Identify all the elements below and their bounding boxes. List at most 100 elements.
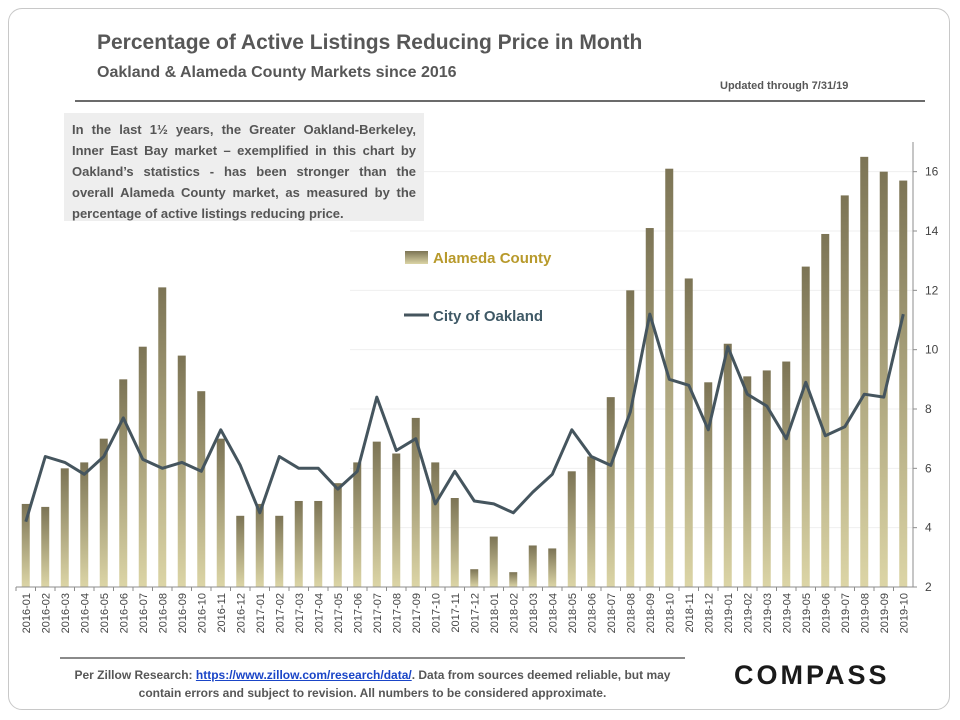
x-tick-label: 2016-11 bbox=[216, 593, 228, 633]
bar-2017-12 bbox=[470, 569, 479, 587]
x-tick-label: 2017-03 bbox=[294, 593, 306, 633]
source-link[interactable]: https://www.zillow.com/research/data/ bbox=[195, 668, 412, 682]
x-tick-label: 2017-02 bbox=[274, 593, 286, 633]
bar-2016-03 bbox=[60, 468, 69, 587]
bar-2018-11 bbox=[684, 278, 693, 587]
x-tick-label: 2017-06 bbox=[352, 593, 364, 633]
bar-2017-07 bbox=[372, 441, 381, 587]
bar-2016-06 bbox=[119, 379, 128, 587]
x-tick-label: 2017-01 bbox=[255, 593, 267, 633]
x-tick-label: 2019-01 bbox=[723, 593, 735, 633]
x-tick-label: 2018-02 bbox=[508, 593, 520, 633]
x-tick-label: 2017-05 bbox=[333, 593, 345, 633]
x-tick-label: 2018-03 bbox=[528, 593, 540, 633]
bar-2019-07 bbox=[840, 195, 849, 587]
bar-2018-03 bbox=[528, 545, 537, 587]
x-tick-label: 2018-05 bbox=[567, 593, 579, 633]
footer-source: Per Zillow Research: https://www.zillow.… bbox=[60, 666, 685, 702]
bar-2016-07 bbox=[138, 346, 147, 587]
x-tick-label: 2017-11 bbox=[450, 593, 462, 633]
x-tick-label: 2017-09 bbox=[411, 593, 423, 633]
x-tick-label: 2017-04 bbox=[313, 593, 325, 633]
bar-2016-05 bbox=[99, 438, 108, 587]
bar-2017-11 bbox=[450, 498, 459, 587]
bar-2016-10 bbox=[197, 391, 206, 587]
x-tick-label: 2016-10 bbox=[196, 593, 208, 633]
bar-2017-01 bbox=[255, 503, 264, 587]
bar-2016-08 bbox=[158, 287, 167, 587]
x-tick-label: 2016-08 bbox=[157, 593, 169, 633]
bar-2019-03 bbox=[762, 370, 771, 587]
x-tick-label: 2018-08 bbox=[625, 593, 637, 633]
bar-2016-02 bbox=[41, 506, 50, 587]
x-tick-label: 2018-10 bbox=[664, 593, 676, 633]
header-divider bbox=[75, 100, 925, 102]
x-tick-label: 2018-01 bbox=[489, 593, 501, 633]
bar-2018-09 bbox=[645, 228, 654, 588]
bar-2019-08 bbox=[860, 156, 869, 588]
footer-suffix: . Data from sources deemed reliable, but… bbox=[138, 668, 671, 700]
x-tick-label: 2016-07 bbox=[138, 593, 150, 633]
bar-2016-01 bbox=[21, 503, 30, 587]
chart-subtitle: Oakland & Alameda County Markets since 2… bbox=[97, 64, 457, 81]
x-tick-label: 2016-02 bbox=[40, 593, 52, 633]
bar-2018-02 bbox=[509, 572, 518, 587]
bar-2019-06 bbox=[821, 233, 830, 587]
x-tick-label: 2017-07 bbox=[372, 593, 384, 633]
bar-2019-01 bbox=[723, 343, 732, 587]
bar-2019-02 bbox=[743, 376, 752, 587]
legend: Alameda County City of Oakland bbox=[404, 250, 552, 325]
footer-divider bbox=[60, 657, 685, 659]
bar-2017-08 bbox=[392, 453, 401, 587]
bar-2016-09 bbox=[177, 355, 186, 587]
bar-2019-10 bbox=[899, 180, 908, 588]
annotation-box: In the last 1½ years, the Greater Oaklan… bbox=[64, 113, 424, 221]
x-tick-label: 2018-04 bbox=[547, 593, 559, 633]
x-tick-label: 2016-06 bbox=[118, 593, 130, 633]
chart-title: Percentage of Active Listings Reducing P… bbox=[97, 31, 643, 54]
compass-logo: COMPASS bbox=[734, 660, 890, 690]
y-tick-label: 10 bbox=[925, 343, 939, 357]
bar-2016-04 bbox=[80, 462, 89, 587]
bar-2018-07 bbox=[606, 397, 615, 587]
y-tick-label: 16 bbox=[925, 165, 939, 179]
updated-label: Updated through 7/31/19 bbox=[720, 80, 849, 92]
bar-2016-11 bbox=[216, 438, 225, 587]
x-tick-label: 2019-05 bbox=[801, 593, 813, 633]
bar-2017-02 bbox=[275, 515, 284, 587]
x-tick-label: 2018-09 bbox=[645, 593, 657, 633]
x-tick-label: 2019-06 bbox=[820, 593, 832, 633]
bar-2018-05 bbox=[567, 471, 576, 587]
y-tick-label: 8 bbox=[925, 402, 932, 416]
bar-2019-04 bbox=[782, 361, 791, 587]
x-tick-label: 2018-07 bbox=[606, 593, 618, 633]
x-tick-label: 2018-06 bbox=[586, 593, 598, 633]
bar-2018-08 bbox=[626, 290, 635, 587]
legend-label-oakland: City of Oakland bbox=[433, 308, 543, 325]
y-tick-label: 14 bbox=[925, 224, 939, 238]
bars-alameda bbox=[21, 156, 908, 588]
x-tick-label: 2019-02 bbox=[742, 593, 754, 633]
bar-2018-01 bbox=[489, 536, 498, 587]
x-tick-label: 2019-04 bbox=[781, 593, 793, 633]
bar-2019-09 bbox=[879, 171, 888, 587]
x-tick-label: 2016-04 bbox=[79, 593, 91, 633]
y-tick-label: 4 bbox=[925, 521, 932, 535]
bar-2017-10 bbox=[431, 462, 440, 587]
bar-2016-12 bbox=[236, 515, 245, 587]
y-tick-label: 2 bbox=[925, 580, 932, 594]
x-tick-label: 2019-10 bbox=[898, 593, 910, 633]
x-tick-label: 2019-03 bbox=[762, 593, 774, 633]
x-tick-label: 2018-11 bbox=[684, 593, 696, 633]
footer-prefix: Per Zillow Research: bbox=[74, 668, 196, 682]
bar-2017-06 bbox=[353, 462, 362, 587]
bar-2017-05 bbox=[333, 483, 342, 587]
y-tick-label: 12 bbox=[925, 283, 939, 297]
x-tick-label: 2016-12 bbox=[235, 593, 247, 633]
y-tick-label: 6 bbox=[925, 461, 932, 475]
x-axis-labels: 2016-01 2016-02 2016-03 2016-04 2016-05 2016-… bbox=[15, 587, 910, 633]
bar-2018-12 bbox=[704, 382, 713, 587]
legend-label-alameda: Alameda County bbox=[433, 250, 552, 267]
bar-2019-05 bbox=[801, 266, 810, 587]
